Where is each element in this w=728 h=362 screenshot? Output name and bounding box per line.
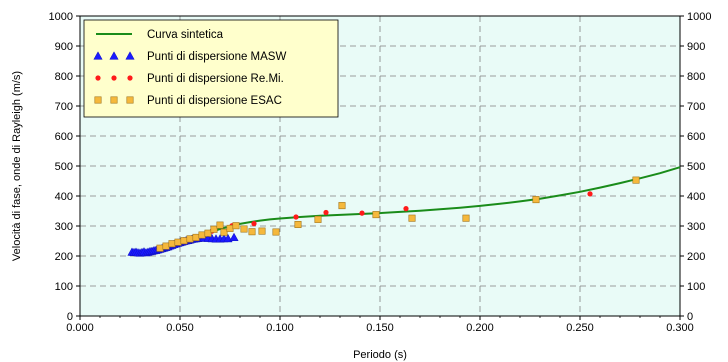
y-axis-label: Velocità di fase, onde di Rayleigh (m/s) [11, 71, 23, 261]
legend-swatch-triangle [109, 51, 119, 60]
y-tick-label-right: 0 [687, 311, 693, 323]
y-tick-label-right: 800 [687, 71, 705, 83]
legend-box [83, 19, 339, 118]
point-circle [587, 191, 593, 197]
x-tick-label: 0.100 [266, 322, 294, 334]
x-tick-label: 0.250 [566, 322, 594, 334]
point-triangle [229, 232, 239, 242]
y-tick-label-right: 700 [687, 101, 705, 113]
point-square [210, 225, 218, 233]
y-tick-label-right: 200 [687, 251, 705, 263]
point-square [204, 229, 212, 237]
point-square [532, 196, 540, 204]
point-square [226, 224, 234, 232]
point-square [216, 221, 224, 229]
y-tick-label-left: 600 [55, 131, 73, 143]
y-tick-label-right: 900 [687, 41, 705, 53]
point-circle [293, 214, 299, 220]
legend: Curva sintetica Punti di dispersione MASW… [83, 19, 339, 118]
y-tick-label-left: 100 [55, 281, 73, 293]
legend-label: Curva sintetica [147, 29, 224, 41]
x-tick-label: 0.300 [666, 322, 694, 334]
x-tick-label: 0.200 [466, 322, 494, 334]
legend-swatch-circle [95, 75, 101, 81]
point-square [408, 214, 416, 222]
legend-swatch-triangle [93, 51, 103, 60]
y-tick-label-right: 100 [687, 281, 705, 293]
legend-swatch-circle [127, 75, 133, 81]
point-square [294, 221, 302, 229]
grid [80, 16, 680, 316]
point-square [314, 215, 322, 223]
y-tick-label-left: 200 [55, 251, 73, 263]
point-square [462, 214, 470, 222]
y-tick-label-left: 700 [55, 101, 73, 113]
point-square [632, 176, 640, 184]
point-square [232, 222, 240, 230]
data-layer [127, 166, 681, 257]
y-tick-label-right: 400 [687, 191, 705, 203]
y-tick-label-right: 1000 [687, 11, 711, 23]
legend-swatch-square [94, 96, 102, 104]
legend-swatch-square [110, 96, 118, 104]
y-tick-label-left: 500 [55, 161, 73, 173]
point-square [220, 228, 228, 236]
x-tick-label: 0.050 [166, 322, 194, 334]
point-square [272, 228, 280, 236]
y-tick-label-left: 400 [55, 191, 73, 203]
point-square [174, 238, 182, 246]
y-tick-label-left: 0 [67, 311, 73, 323]
point-square [180, 237, 188, 245]
point-square [372, 211, 380, 219]
point-square [198, 231, 206, 239]
legend-swatch-triangle [125, 51, 135, 60]
y-tick-label-left: 1000 [49, 11, 73, 23]
point-square [338, 202, 346, 210]
point-square [258, 227, 266, 235]
x-tick-label: 0.150 [366, 322, 394, 334]
legend-label: Punti di dispersione Re.Mi. [147, 73, 284, 85]
legend-swatch-circle [111, 75, 117, 81]
y-tick-label-left: 300 [55, 221, 73, 233]
legend-label: Punti di dispersione ESAC [147, 95, 282, 107]
point-circle [403, 206, 409, 212]
plot-frame [79, 15, 681, 317]
y-tick-label-left: 900 [55, 41, 73, 53]
x-axis-label: Periodo (s) [353, 349, 407, 361]
point-square [240, 225, 248, 233]
y-tick-label-left: 800 [55, 71, 73, 83]
point-circle [251, 221, 257, 227]
y-tick-label-right: 500 [687, 161, 705, 173]
point-circle [359, 210, 365, 216]
point-square [192, 233, 200, 241]
legend-swatch-square [126, 96, 134, 104]
point-square [248, 228, 256, 236]
legend-label: Punti di dispersione MASW [147, 51, 286, 63]
y-tick-label-right: 300 [687, 221, 705, 233]
point-square [162, 242, 170, 250]
point-square [156, 244, 164, 252]
point-square [186, 235, 194, 243]
point-square [168, 240, 176, 248]
x-tick-label: 0.000 [66, 322, 94, 334]
point-circle [323, 209, 329, 216]
y-tick-label-right: 600 [687, 131, 705, 143]
